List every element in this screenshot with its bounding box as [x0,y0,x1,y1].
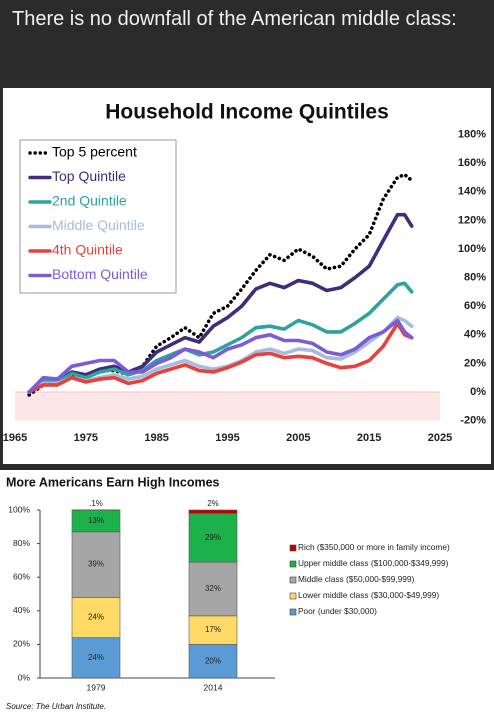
legend-label: Upper middle class ($100,000-$349,999) [298,558,449,568]
y-tick-label: 100% [8,504,30,514]
value-label: 24% [88,613,104,622]
value-label: 2% [207,499,219,508]
y-tick-label: 0% [18,672,31,682]
series-line [27,212,414,394]
y-tick-label: 20% [464,357,486,369]
legend-swatch [289,576,297,584]
value-label: 24% [88,653,104,662]
y-tick-label: 160% [458,157,486,169]
legend-label: 4th Quintile [52,242,123,258]
negative-band [15,392,440,421]
series-line [27,318,414,394]
chart-title: More Americans Earn High Incomes [6,475,220,489]
y-tick-label: 20% [13,639,30,649]
legend-label: Top 5 percent [52,144,137,160]
legend-label: Bottom Quintile [52,266,148,282]
y-tick-label: 180% [458,129,486,141]
y-tick-label: 40% [464,329,486,341]
y-tick-label: 60% [464,300,486,312]
y-tick-label: 80% [13,538,30,548]
value-label: 17% [205,625,221,634]
charts: Household Income Quintiles More American… [0,88,494,720]
y-tick-label: 120% [458,214,486,226]
legend-label: Poor (under $30,000) [298,606,377,616]
header-text: There is no downfall of the American mid… [12,8,457,30]
y-tick-label: -20% [460,415,486,427]
series-line [27,321,414,394]
x-tick-label: 2014 [204,682,223,692]
y-tick-label: 80% [464,272,486,284]
series-line [27,172,414,397]
x-tick-label: 2015 [357,432,381,444]
x-tick-label: 1979 [87,682,106,692]
bar-segment [188,513,238,563]
bar-segment [188,615,238,645]
bar-segment [71,637,121,679]
value-label: 20% [205,656,221,665]
y-tick-label: 100% [458,243,486,255]
bar-segment [188,561,238,617]
x-tick-label: 1995 [215,432,239,444]
legend-label: Middle class ($50,000-$99,999) [298,574,414,584]
value-label: 39% [88,560,104,569]
y-tick-label: 140% [458,186,486,198]
y-tick-label: 0% [470,386,486,398]
legend-label: Lower middle class ($30,000-$49,999) [298,590,439,600]
legend-swatch [289,544,297,552]
x-tick-label: 1985 [144,432,168,444]
x-tick-label: 1965 [3,432,27,444]
legend-box [19,139,177,294]
x-tick-label: 1975 [74,432,98,444]
legend-swatch [289,592,297,600]
bar-segment [71,531,121,598]
legend-swatch [289,560,297,568]
x-tick-label: 2005 [286,432,310,444]
legend-label: Middle Quintile [52,217,145,233]
legend-label: Rich ($350,000 or more in family income) [298,542,450,552]
value-label: 32% [205,584,221,593]
series-line [27,281,414,394]
bar-segment [188,509,238,514]
chart-title: Household Income Quintiles [105,101,389,124]
legend-label: Top Quintile [52,168,126,184]
legend-swatch [289,608,297,616]
value-label: 29% [205,533,221,542]
value-label: 13% [88,516,104,525]
source: Source: The Urban Institute. [6,702,106,711]
legend-label: 2nd Quintile [52,193,127,209]
value-label: .1% [89,499,103,508]
y-tick-label: 40% [13,605,30,615]
x-tick-label: 2025 [428,432,452,444]
y-tick-label: 60% [13,571,30,581]
